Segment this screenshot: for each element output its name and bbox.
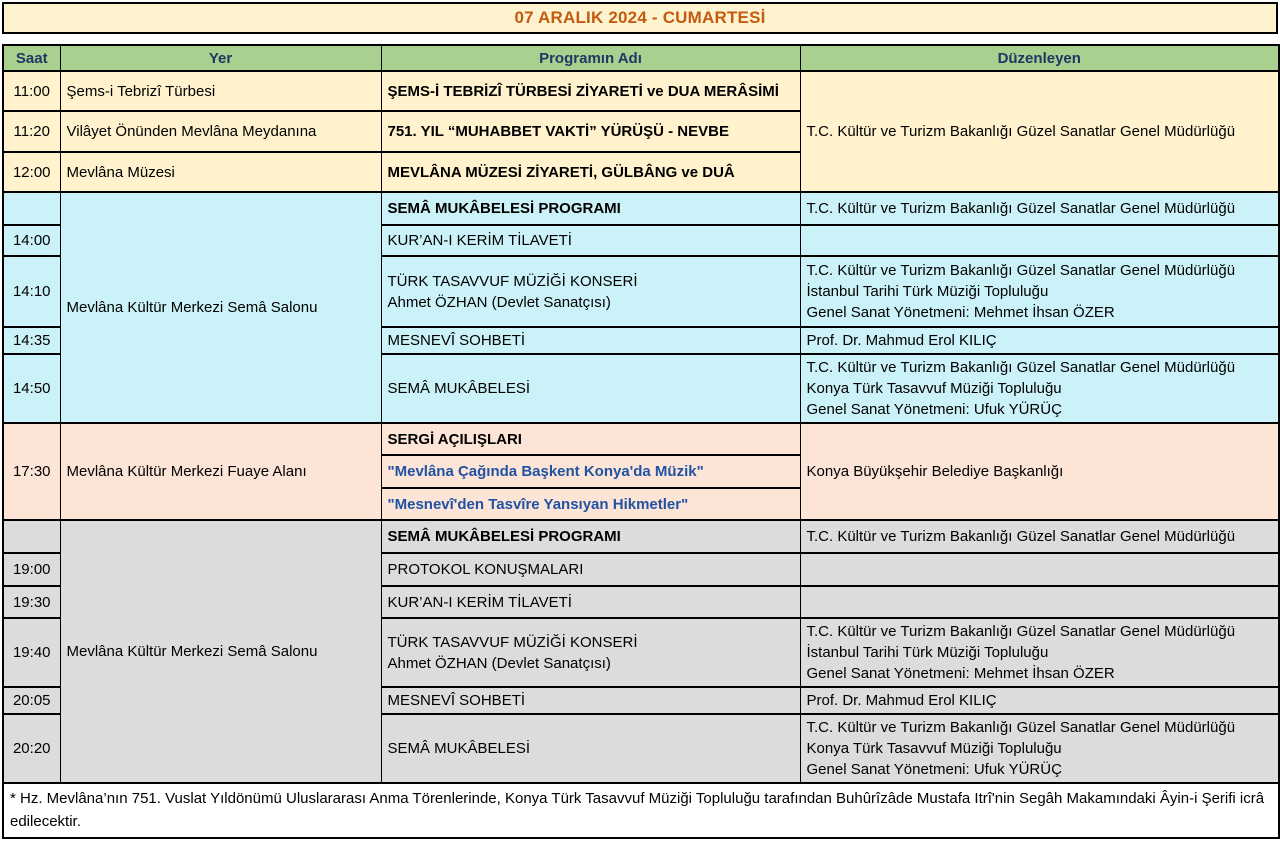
time-cell: 11:20	[2, 110, 61, 153]
time-cell: 14:00	[2, 224, 61, 257]
program-cell: KUR’AN-I KERİM TİLAVETİ	[380, 585, 801, 619]
table-row: 19:30 KUR’AN-I KERİM TİLAVETİ	[2, 585, 1280, 619]
table-row: "Mesnevî'den Tasvîre Yansıyan Hikmetler"	[3, 487, 1279, 521]
time-cell: 19:00	[2, 552, 61, 587]
table-row: 20:05 MESNEVÎ SOHBETİ Prof. Dr. Mahmud E…	[2, 686, 1280, 715]
table-row: 14:50 SEMÂ MUKÂBELESİ T.C. Kültür ve Tur…	[2, 353, 1280, 424]
program-cell: 751. YIL “MUHABBET VAKTİ” YÜRÜŞÜ - NEVBE	[380, 110, 801, 153]
time-cell: 20:05	[2, 686, 61, 715]
time-cell: 14:35	[2, 326, 61, 355]
table-row: 19:40 TÜRK TASAVVUF MÜZİĞİ KONSERİ Ahmet…	[2, 617, 1280, 688]
time-cell	[2, 519, 61, 554]
exhibition-title-cell: "Mesnevî'den Tasvîre Yansıyan Hikmetler"	[380, 487, 801, 521]
program-cell: TÜRK TASAVVUF MÜZİĞİ KONSERİ Ahmet ÖZHAN…	[380, 255, 801, 328]
organizer-cell: T.C. Kültür ve Turizm Bakanlığı Güzel Sa…	[799, 70, 1280, 193]
program-cell: SERGİ AÇILIŞLARI	[380, 422, 801, 456]
organizer-cell: T.C. Kültür ve Turizm Bakanlığı Güzel Sa…	[799, 713, 1280, 784]
date-title: 07 ARALIK 2024 - CUMARTESİ	[2, 2, 1278, 34]
place-cell: Mevlâna Müzesi	[59, 151, 382, 193]
table-row: Mevlâna Kültür Merkezi Semâ Salonu SEMÂ …	[2, 191, 1280, 424]
table-row: 17:30 Mevlâna Kültür Merkezi Fuaye Alanı…	[2, 422, 1280, 521]
program-cell: KUR’AN-I KERİM TİLAVETİ	[380, 224, 801, 257]
time-cell: 19:30	[2, 585, 61, 619]
table-row: 11:20 Vilâyet Önünden Mevlâna Meydanına …	[2, 110, 1279, 153]
table-row: 14:00 KUR’AN-I KERİM TİLAVETİ	[2, 224, 1280, 257]
organizer-cell: Prof. Dr. Mahmud Erol KILIÇ	[799, 326, 1280, 355]
place-cell: Mevlâna Kültür Merkezi Semâ Salonu	[59, 519, 382, 784]
column-header-duzenleyen: Düzenleyen	[799, 44, 1280, 72]
column-header-program: Programın Adı	[380, 44, 801, 72]
date-title-text: 07 ARALIK 2024 - CUMARTESİ	[514, 8, 766, 27]
table-row: 19:00 PROTOKOL KONUŞMALARI	[2, 552, 1280, 587]
column-header-yer: Yer	[59, 44, 382, 72]
organizer-cell: T.C. Kültür ve Turizm Bakanlığı Güzel Sa…	[799, 191, 1280, 226]
table-row: 12:00 Mevlâna Müzesi MEVLÂNA MÜZESİ ZİYA…	[2, 151, 1279, 193]
time-cell: 14:10	[2, 255, 61, 328]
program-cell: SEMÂ MUKÂBELESİ PROGRAMI	[380, 519, 801, 554]
table-row: 20:20 SEMÂ MUKÂBELESİ T.C. Kültür ve Tur…	[2, 713, 1280, 784]
footnote: * Hz. Mevlâna’nın 751. Vuslat Yıldönümü …	[2, 782, 1280, 839]
time-cell: 11:00	[2, 70, 61, 112]
organizer-cell: Konya Büyükşehir Belediye Başkanlığı	[799, 422, 1280, 521]
program-cell: MESNEVÎ SOHBETİ	[380, 326, 801, 355]
program-cell: MESNEVÎ SOHBETİ	[380, 686, 801, 715]
program-cell: ŞEMS-İ TEBRİZÎ TÜRBESİ ZİYARETİ ve DUA M…	[380, 70, 801, 112]
organizer-cell	[799, 224, 1280, 257]
program-cell: TÜRK TASAVVUF MÜZİĞİ KONSERİ Ahmet ÖZHAN…	[380, 617, 801, 688]
program-cell: SEMÂ MUKÂBELESİ PROGRAMI	[380, 191, 801, 226]
organizer-cell: T.C. Kültür ve Turizm Bakanlığı Güzel Sa…	[799, 255, 1280, 328]
table-row: 14:10 TÜRK TASAVVUF MÜZİĞİ KONSERİ Ahmet…	[2, 255, 1280, 328]
time-cell: 20:20	[2, 713, 61, 784]
table-header-row: Saat Yer Programın Adı Düzenleyen	[2, 44, 1280, 72]
time-cell	[2, 191, 61, 226]
organizer-cell	[799, 585, 1280, 619]
place-cell: Mevlâna Kültür Merkezi Semâ Salonu	[59, 191, 382, 424]
table-row: 14:35 MESNEVÎ SOHBETİ Prof. Dr. Mahmud E…	[2, 326, 1280, 355]
table-row: Mevlâna Kültür Merkezi Semâ Salonu SEMÂ …	[2, 519, 1280, 784]
organizer-cell: T.C. Kültür ve Turizm Bakanlığı Güzel Sa…	[799, 617, 1280, 688]
program-cell: SEMÂ MUKÂBELESİ	[380, 353, 801, 424]
program-schedule-table: Saat Yer Programın Adı Düzenleyen 11:00 …	[2, 44, 1280, 839]
place-cell: Mevlâna Kültür Merkezi Fuaye Alanı	[59, 422, 382, 521]
place-cell: Şems-i Tebrizî Türbesi	[59, 70, 382, 112]
time-cell: 17:30	[2, 422, 61, 521]
organizer-cell: T.C. Kültür ve Turizm Bakanlığı Güzel Sa…	[799, 519, 1280, 554]
organizer-cell	[799, 552, 1280, 587]
program-cell: PROTOKOL KONUŞMALARI	[380, 552, 801, 587]
footnote-row: * Hz. Mevlâna’nın 751. Vuslat Yıldönümü …	[2, 782, 1280, 839]
table-row: "Mevlâna Çağında Başkent Konya'da Müzik"	[3, 454, 1279, 489]
table-row: 11:00 Şems-i Tebrizî Türbesi ŞEMS-İ TEBR…	[2, 70, 1280, 193]
exhibition-title-cell: "Mevlâna Çağında Başkent Konya'da Müzik"	[380, 454, 801, 489]
time-cell: 19:40	[2, 617, 61, 688]
column-header-saat: Saat	[2, 44, 61, 72]
program-cell: MEVLÂNA MÜZESİ ZİYARETİ, GÜLBÂNG ve DUÂ	[380, 151, 801, 193]
organizer-cell: T.C. Kültür ve Turizm Bakanlığı Güzel Sa…	[799, 353, 1280, 424]
time-cell: 12:00	[2, 151, 61, 193]
place-cell: Vilâyet Önünden Mevlâna Meydanına	[59, 110, 382, 153]
time-cell: 14:50	[2, 353, 61, 424]
organizer-cell: Prof. Dr. Mahmud Erol KILIÇ	[799, 686, 1280, 715]
program-cell: SEMÂ MUKÂBELESİ	[380, 713, 801, 784]
